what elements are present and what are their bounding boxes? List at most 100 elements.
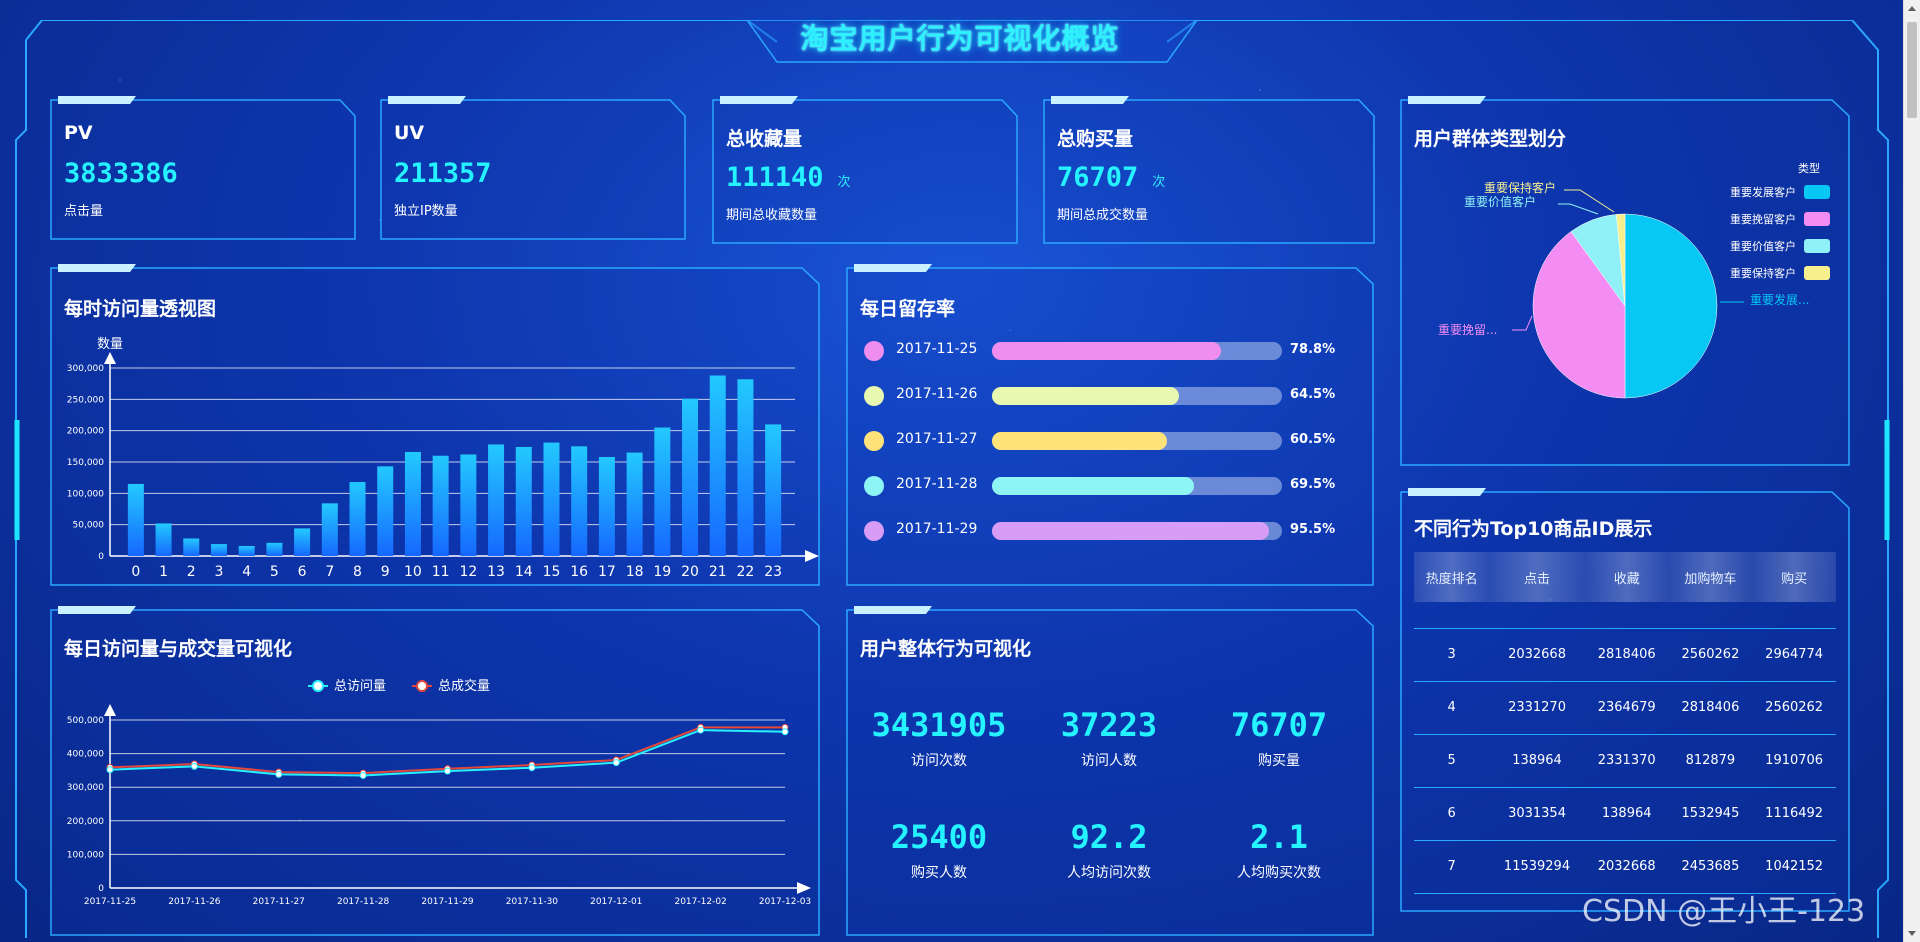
table-cell: 1116492 — [1752, 787, 1836, 841]
kpi-subtitle: 点击量 — [64, 204, 104, 219]
bar — [543, 442, 560, 556]
x-tick-label: 2017-11-28 — [337, 897, 390, 907]
retention-dot — [864, 521, 884, 541]
x-tick-label: 20 — [681, 564, 699, 580]
data-point — [359, 771, 367, 779]
legend-swatch — [1804, 185, 1830, 199]
table-cell: 4 — [1414, 681, 1490, 735]
panel-title: 不同行为Top10商品ID展示 — [1414, 518, 1653, 540]
bar — [654, 427, 671, 556]
retention-date: 2017-11-27 — [896, 431, 978, 447]
data-point — [106, 766, 114, 774]
bar — [155, 523, 172, 556]
retention-date: 2017-11-26 — [896, 386, 978, 402]
x-tick-label: 12 — [459, 564, 477, 580]
stat-purchases: 76707 购买量 — [1194, 706, 1364, 770]
stat-buyers: 25400 购买人数 — [854, 818, 1024, 882]
legend-label: 总访问量 — [334, 679, 386, 694]
table-row-partial — [1414, 602, 1836, 629]
panel-title: 用户群体类型划分 — [1414, 128, 1567, 150]
legend-swatch — [1804, 239, 1830, 253]
table-row: 4 2331270 2364679 2818406 2560262 — [1414, 681, 1836, 735]
x-tick-label: 15 — [543, 564, 561, 580]
data-point — [612, 759, 620, 767]
scroll-up-arrow-icon[interactable] — [1908, 6, 1916, 11]
stat-value: 25400 — [890, 818, 988, 856]
retention-bar-track — [992, 387, 1282, 405]
stat-value: 37223 — [1060, 706, 1158, 744]
panel-title: 用户整体行为可视化 — [860, 638, 1032, 660]
x-tick-label: 2017-11-27 — [253, 897, 305, 907]
scrollbar-thumb[interactable] — [1907, 22, 1917, 118]
y-tick-label: 150,000 — [67, 458, 104, 468]
retention-value: 95.5% — [1290, 522, 1336, 537]
legend-marker — [416, 680, 428, 692]
legend-marker — [312, 680, 324, 692]
table-cell: 138964 — [1489, 734, 1585, 788]
retention-bar-track — [992, 477, 1282, 495]
user-segments-panel: 用户群体类型划分 重要保持客户 重要价值客户 重要挽留... 重要发展... 类型 重要发… — [1400, 96, 1850, 466]
daily-visits-deals-panel: 每日访问量与成交量可视化 总访问量 总成交量 500,000 400,000 300,0… — [50, 606, 820, 936]
x-tick-label: 2017-11-29 — [421, 897, 474, 907]
stat-label: 购买人数 — [911, 865, 967, 881]
stat-value: 3431905 — [871, 706, 1007, 744]
label-leader-line — [1512, 315, 1533, 331]
y-tick-label: 100,000 — [67, 489, 104, 499]
y-tick-label: 250,000 — [67, 395, 104, 405]
legend-label: 重要发展客户 — [1730, 185, 1796, 199]
retention-bar-fill — [992, 432, 1168, 450]
retention-dot — [864, 386, 884, 406]
data-point — [781, 728, 789, 736]
x-tick-label: 2017-12-01 — [590, 897, 642, 907]
retention-value: 69.5% — [1290, 477, 1336, 492]
x-tick-label: 13 — [487, 564, 505, 580]
bar — [682, 398, 699, 556]
retention-value: 78.8% — [1290, 342, 1336, 357]
x-tick-label: 19 — [653, 564, 671, 580]
bar — [349, 482, 366, 556]
stat-label: 人均访问次数 — [1067, 865, 1151, 881]
retention-bar-fill — [992, 477, 1194, 495]
stat-value: 76707 — [1230, 706, 1328, 744]
pie-slice — [1616, 213, 1626, 307]
y-tick-label: 400,000 — [67, 750, 104, 760]
panel-title: 每日访问量与成交量可视化 — [64, 638, 293, 660]
kpi-value: 76707 次 — [1057, 162, 1165, 193]
x-tick-label: 2017-11-26 — [168, 897, 221, 907]
table-cell: 2818406 — [1668, 681, 1753, 735]
table-header-cart: 加购物车 — [1668, 552, 1753, 602]
kpi-card-purchases: 总购买量 76707 次 期间总成交数量 — [1043, 96, 1375, 244]
bar — [210, 544, 227, 556]
stat-label: 购买量 — [1258, 753, 1300, 769]
table-row: 3 2032668 2818406 2560262 2964774 — [1414, 628, 1836, 682]
bar — [488, 444, 505, 556]
x-axis-arrow-icon — [797, 882, 811, 894]
x-tick-label: 22 — [737, 564, 755, 580]
retention-value: 64.5% — [1290, 387, 1336, 402]
pie-slice — [1624, 213, 1718, 399]
table-cell: 2964774 — [1752, 628, 1836, 682]
bar — [294, 528, 311, 556]
stat-label: 访问次数 — [911, 753, 967, 769]
panel-title: 每日留存率 — [860, 298, 956, 320]
scroll-down-arrow-icon[interactable] — [1908, 931, 1916, 936]
x-tick-label: 2017-12-02 — [674, 897, 726, 907]
watermark: CSDN @王小王-123 — [1582, 894, 1866, 929]
page-scrollbar[interactable] — [1903, 0, 1920, 942]
slice-label: 重要挽留... — [1438, 323, 1497, 337]
kpi-subtitle: 期间总成交数量 — [1057, 208, 1149, 223]
table-cell: 5 — [1414, 734, 1490, 788]
stat-purchases-per-user: 2.1 人均购买次数 — [1194, 818, 1364, 882]
y-tick-label: 0 — [98, 884, 104, 894]
stat-visits-per-user: 92.2 人均访问次数 — [1024, 818, 1194, 882]
table-cell: 812879 — [1668, 734, 1753, 788]
x-tick-label: 1 — [159, 564, 168, 580]
table-cell: 2331370 — [1584, 734, 1669, 788]
table-cell: 2364679 — [1584, 681, 1669, 735]
kpi-card-favorites: 总收藏量 111140 次 期间总收藏数量 — [712, 96, 1018, 244]
bar — [737, 379, 754, 556]
table-cell: 2453685 — [1668, 840, 1753, 894]
y-axis-label: 数量 — [97, 337, 123, 352]
retention-row: 2017-11-26 64.5% — [860, 383, 1335, 409]
retention-row: 2017-11-28 69.5% — [860, 473, 1335, 499]
